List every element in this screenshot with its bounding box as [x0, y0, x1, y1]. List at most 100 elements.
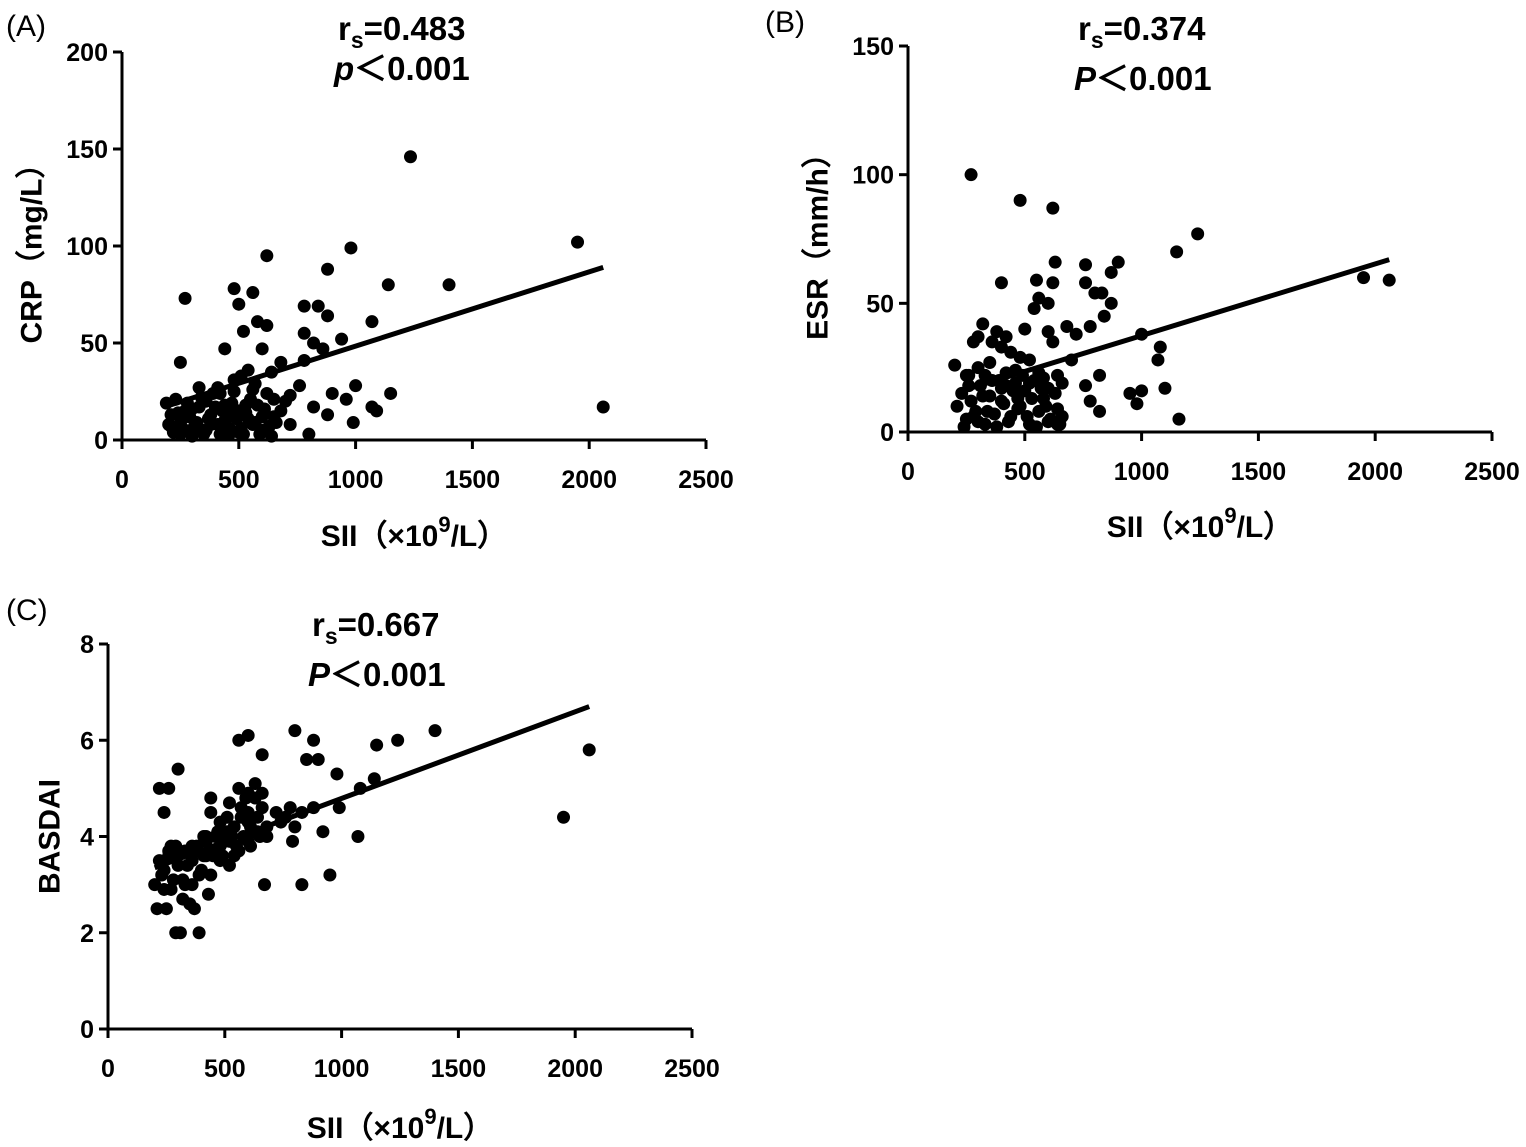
- chart-panel-a: (A) 0 500 1000 1500 2000 2500 0 50 100 150 200 SII（×…: [6, 10, 734, 553]
- scatter-point: [265, 365, 279, 379]
- scatter-point: [994, 394, 1008, 408]
- x-tick-label: 0: [101, 1055, 115, 1083]
- scatter-point: [321, 262, 335, 276]
- x-axis-title-main: SII（×10: [321, 519, 439, 553]
- scatter-point: [1011, 392, 1025, 406]
- scatter-point: [344, 241, 358, 255]
- scatter-point: [1158, 381, 1172, 395]
- scatter-point: [173, 355, 187, 369]
- stat-p-value: ＜0.001: [1096, 60, 1212, 97]
- scatter-point: [218, 398, 232, 412]
- scatter-point: [1029, 273, 1043, 287]
- scatter-point: [171, 762, 185, 776]
- scatter-point: [162, 781, 176, 795]
- scatter-point: [316, 342, 330, 356]
- scatter-points: [159, 150, 610, 443]
- scatter-point: [391, 733, 405, 747]
- x-tick-label: 1000: [314, 1055, 370, 1083]
- scatter-point: [403, 150, 417, 164]
- scatter-point: [164, 882, 178, 896]
- scatter-point: [213, 839, 227, 853]
- y-axis-title: CRP（mg/L）: [15, 149, 49, 344]
- scatter-point: [171, 858, 185, 872]
- scatter-point: [157, 805, 171, 819]
- scatter-point: [1027, 301, 1041, 315]
- scatter-point: [330, 767, 344, 781]
- stat-r-subscript: s: [325, 623, 338, 649]
- scatter-point: [232, 733, 246, 747]
- scatter-point: [1069, 327, 1083, 341]
- scatter-point: [1004, 345, 1018, 359]
- stat-p-letter: p: [333, 50, 354, 87]
- scatter-point: [297, 299, 311, 313]
- scatter-point: [269, 416, 283, 430]
- scatter-point: [248, 777, 262, 791]
- x-axis-title: SII（×109/L）: [307, 1104, 494, 1145]
- scatter-point: [234, 810, 248, 824]
- x-tick-label: 1500: [1231, 458, 1287, 486]
- scatter-point: [222, 408, 236, 422]
- scatter-point: [288, 724, 302, 738]
- scatter-point: [335, 332, 349, 346]
- scatter-point: [239, 398, 253, 412]
- scatter-point: [211, 825, 225, 839]
- scatter-point: [241, 834, 255, 848]
- scatter-point: [596, 400, 610, 414]
- scatter-point: [222, 858, 236, 872]
- scatter-point: [279, 810, 293, 824]
- stat-p-value: ＜0.001: [330, 656, 446, 693]
- x-tick-label: 2000: [561, 466, 617, 494]
- y-tick-label: 100: [852, 162, 894, 190]
- scatter-point: [1130, 397, 1144, 411]
- x-tick-label: 500: [1004, 458, 1046, 486]
- scatter-point: [204, 868, 218, 882]
- stat-correlation: rs=0.374: [1078, 10, 1206, 53]
- scatter-point: [197, 830, 211, 843]
- y-tick-label: 6: [80, 727, 94, 755]
- panel-label: (A): [6, 10, 46, 43]
- scatter-points: [948, 168, 1396, 434]
- scatter-point: [994, 276, 1008, 290]
- chart-panel-b: (B) 0 500 1000 1500 2000 2500 0 50 100 150 SII（×109…: [765, 6, 1520, 544]
- stat-pvalue: p＜0.001: [333, 50, 470, 87]
- scatter-point: [258, 878, 272, 892]
- scatter-point: [211, 381, 225, 395]
- scatter-point: [980, 404, 994, 418]
- scatter-point: [365, 315, 379, 329]
- x-tick-label: 500: [218, 466, 260, 494]
- scatter-point: [1046, 335, 1060, 349]
- stat-pvalue: P＜0.001: [308, 656, 446, 693]
- scatter-point: [1153, 340, 1167, 354]
- scatter-point: [1172, 412, 1186, 426]
- scatter-point: [1051, 417, 1065, 431]
- scatter-point: [297, 353, 311, 367]
- scatter-point: [295, 878, 309, 892]
- scatter-point: [321, 408, 335, 422]
- y-tick-label: 150: [66, 136, 108, 164]
- scatter-point: [227, 849, 241, 863]
- scatter-point: [1382, 273, 1396, 287]
- scatter-point: [381, 278, 395, 292]
- scatter-point: [973, 379, 987, 393]
- scatter-point: [582, 743, 596, 757]
- scatter-point: [1060, 319, 1074, 333]
- scatter-point: [227, 373, 241, 387]
- stat-r-letter: r: [1078, 10, 1091, 47]
- scatter-point: [187, 902, 201, 916]
- scatter-point: [316, 825, 330, 839]
- y-tick-label: 50: [866, 290, 894, 318]
- scatter-point: [990, 420, 1004, 434]
- scatter-point: [976, 389, 990, 403]
- scatter-point: [964, 394, 978, 408]
- y-axis-title: BASDAI: [34, 779, 67, 894]
- x-axis-title-superscript: 9: [1224, 503, 1236, 528]
- scatter-point: [367, 772, 381, 786]
- stat-correlation: rs=0.483: [338, 10, 466, 53]
- scatter-points: [148, 724, 596, 940]
- scatter-point: [1022, 353, 1036, 367]
- scatter-point: [346, 416, 360, 430]
- scatter-point: [1104, 296, 1118, 310]
- scatter-point: [964, 168, 978, 182]
- scatter-point: [332, 801, 346, 815]
